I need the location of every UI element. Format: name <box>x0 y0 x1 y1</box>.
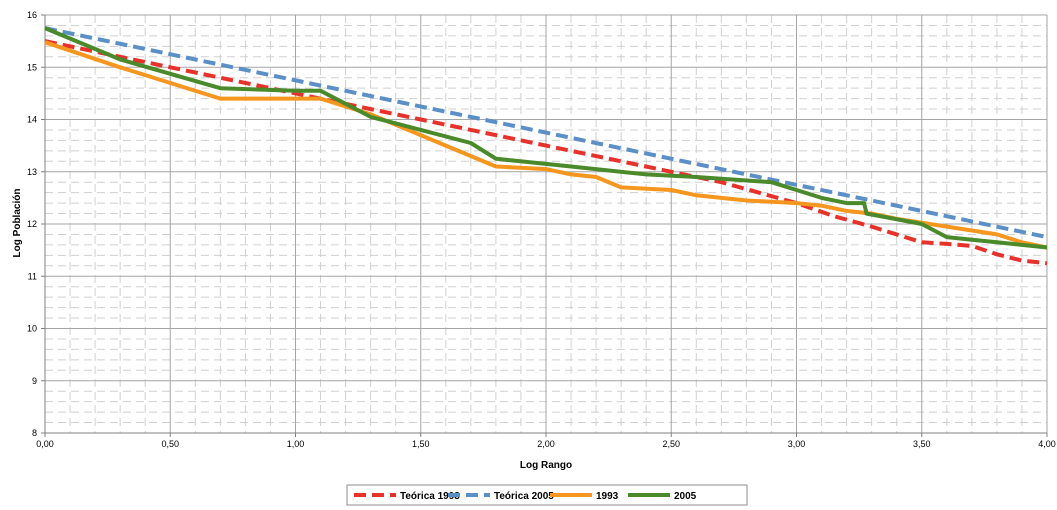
series-line <box>44 26 1048 250</box>
y-tick-label: 9 <box>32 376 37 386</box>
legend-label: 2005 <box>674 491 697 502</box>
x-tick-label: 2,50 <box>662 439 680 449</box>
grid <box>44 14 1048 434</box>
legend-label: Teórica 2005 <box>494 491 554 502</box>
y-axis-title: Log Población <box>12 189 23 258</box>
x-tick-label: 1,00 <box>287 439 305 449</box>
x-tick-label: 4,00 <box>1038 439 1056 449</box>
y-tick-label: 14 <box>27 115 37 125</box>
x-tick-label: 0,50 <box>161 439 179 449</box>
x-tick-label: 3,50 <box>913 439 931 449</box>
x-tick-labels: 0,00 0,50 1,00 1,50 2,00 2,50 3,00 3,50 4,00 <box>36 439 1056 449</box>
y-tick-label: 16 <box>27 10 37 20</box>
y-tick-label: 15 <box>27 62 37 72</box>
y-tick-label: 12 <box>27 219 37 229</box>
x-axis-title: Log Rango <box>520 460 572 471</box>
series-lines <box>44 26 1048 266</box>
series-line <box>44 26 1048 240</box>
legend-label: 1993 <box>596 491 619 502</box>
legend: Teórica 1993 Teórica 2005 1993 2005 <box>346 484 748 506</box>
x-tick-label: 1,50 <box>412 439 430 449</box>
legend-label: Teórica 1993 <box>400 491 460 502</box>
series-line <box>44 39 1048 266</box>
y-tick-label: 11 <box>28 271 37 281</box>
y-tick-labels: 8 9 10 11 12 13 14 15 16 <box>27 10 37 438</box>
y-tick-label: 10 <box>27 324 37 334</box>
x-tick-label: 3,00 <box>788 439 806 449</box>
y-tick-label: 13 <box>27 167 37 177</box>
legend-box <box>346 484 748 506</box>
axes <box>41 14 1048 437</box>
y-tick-label: 8 <box>32 428 37 438</box>
x-tick-label: 0,00 <box>36 439 54 449</box>
x-tick-label: 2,00 <box>537 439 555 449</box>
